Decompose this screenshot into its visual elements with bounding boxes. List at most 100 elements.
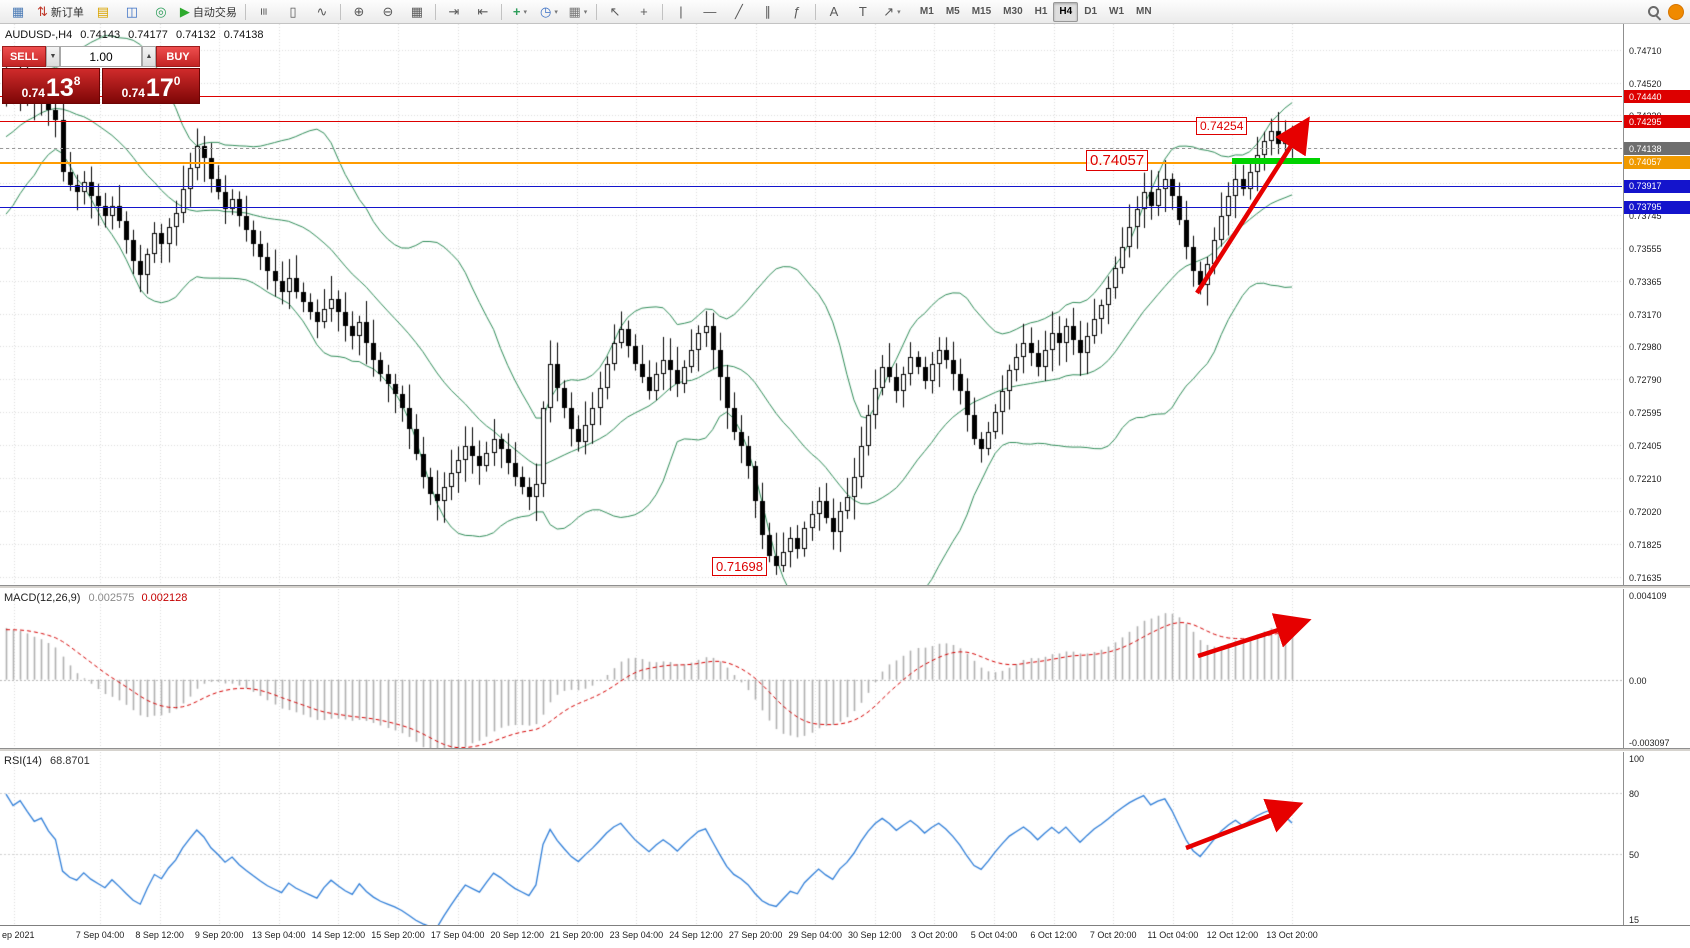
timeframe-d1[interactable]: D1 [1084, 6, 1098, 17]
support-highlight-line[interactable] [1232, 158, 1320, 164]
channel-icon-glyph: ∥ [764, 4, 772, 19]
buy-price-button[interactable]: 0.74 17 0 [102, 68, 200, 104]
time-axis-label: 13 Oct 20:00 [1266, 930, 1318, 940]
tile-windows-icon[interactable]: ▦ [403, 1, 431, 23]
timeframe-m1[interactable]: M1 [919, 6, 934, 17]
price-scale-label: 0.74710 [1629, 46, 1662, 57]
auto-scroll-icon[interactable]: ⇥ [440, 1, 468, 23]
rsi-indicator-label: RSI(14) 68.8701 [4, 755, 90, 767]
buy-button[interactable]: BUY [156, 46, 200, 67]
rsi-scale-label: 80 [1629, 788, 1640, 799]
vertical-line-icon[interactable]: | [667, 1, 695, 23]
timeframe-m5[interactable]: M5 [945, 6, 960, 17]
time-axis-label: 21 Sep 20:00 [550, 930, 604, 940]
horizontal-level-line-0.7444[interactable] [0, 96, 1622, 97]
main-chart-canvas[interactable] [0, 24, 1622, 585]
trendline-icon[interactable]: ╱ [725, 1, 753, 23]
high-value: 0.74177 [128, 29, 168, 41]
panel-splitter[interactable] [0, 585, 1690, 589]
price-annotation-71698[interactable]: 0.71698 [712, 557, 767, 576]
fibonacci-icon[interactable]: ƒ [783, 1, 811, 23]
timeframe-h1[interactable]: H1 [1034, 6, 1048, 17]
horizontal-line-icon[interactable]: — [696, 1, 724, 23]
shapes-icon[interactable]: ↗ ▾ [878, 1, 906, 23]
timeframe-m15[interactable]: M15 [971, 6, 992, 17]
time-axis-label: 7 Oct 20:00 [1089, 930, 1137, 940]
horizontal-level-line-0.73917[interactable] [0, 186, 1622, 187]
buy-price-big: 17 [145, 74, 174, 102]
horizontal-level-line-0.73795[interactable] [0, 207, 1622, 208]
candlestick-chart-icon[interactable]: ▯ [279, 1, 307, 23]
time-axis-label: 13 Sep 04:00 [252, 930, 306, 940]
sell-price-button[interactable]: 0.74 13 8 [2, 68, 100, 104]
chart-window-icon-glyph: ▦ [11, 4, 25, 19]
timeframe-m30[interactable]: M30 [1003, 6, 1023, 17]
macd-scale-label: -0.003097 [1629, 738, 1670, 748]
open-value: 0.74143 [80, 29, 121, 41]
price-badge-0.73795: 0.73795 [1624, 200, 1690, 214]
price-annotation-74057[interactable]: 0.74057 [1086, 150, 1149, 171]
volume-decrease-button[interactable]: ▼ [46, 46, 60, 67]
volume-input[interactable]: 1.00 [60, 46, 142, 67]
sell-price-prefix: 0.74 [21, 86, 45, 100]
navigator-icon[interactable]: ◎ [147, 1, 175, 23]
candlestick-chart-icon-glyph: ▯ [289, 4, 297, 19]
horizontal-level-line-0.74057[interactable] [0, 162, 1622, 164]
price-badge-0.74057: 0.74057 [1624, 155, 1690, 169]
bar-chart-icon[interactable]: ≡ [250, 1, 278, 23]
periods-icon[interactable]: ◷ ▾ [535, 1, 563, 23]
price-annotation-74254[interactable]: 0.74254 [1196, 117, 1248, 135]
timeframe-toolbar: M1 M5 M15 M30 H1 H4 D1 W1 MN [914, 1, 1158, 22]
text-icon[interactable]: A [820, 1, 848, 23]
price-scale-label: 0.73745 [1629, 211, 1662, 222]
navigator-icon-glyph: ◎ [155, 4, 167, 19]
price-scale-label: 0.72405 [1629, 441, 1662, 451]
time-axis-label: ep 2021 [2, 930, 35, 940]
market-watch-icon-glyph: ▤ [96, 4, 110, 19]
crosshair-icon[interactable]: + [630, 1, 658, 23]
periods-icon-glyph: ◷ [539, 4, 552, 19]
horizontal-level-line-0.74295[interactable] [0, 121, 1622, 122]
time-axis-label: 20 Sep 12:00 [490, 930, 544, 940]
timeframe-w1[interactable]: W1 [1109, 6, 1125, 17]
new-order-button-label: 新订单 [50, 6, 84, 19]
toolbar-separator [661, 3, 663, 20]
market-watch-icon[interactable]: ▤ [89, 1, 117, 23]
time-axis-label: 12 Oct 12:00 [1206, 930, 1259, 940]
price-scale-label: 0.71635 [1629, 572, 1662, 583]
data-window-icon[interactable]: ◫ [118, 1, 146, 23]
time-axis-label: 3 Oct 20:00 [911, 930, 958, 940]
templates-icon[interactable]: ▦ ▾ [564, 1, 592, 23]
toolbar-right [1646, 3, 1686, 21]
time-axis-label: 29 Sep 04:00 [788, 930, 842, 940]
new-order-button[interactable]: ⇅ 新订单 [33, 1, 88, 23]
sell-button[interactable]: SELL [2, 46, 46, 67]
sell-price-sup: 8 [73, 74, 81, 88]
timeframe-h4[interactable]: H4 [1053, 1, 1079, 22]
rsi-canvas[interactable] [0, 752, 1622, 925]
zoom-out-icon[interactable]: ⊖ [374, 1, 402, 23]
toolbar-separator [434, 3, 436, 20]
cursor-icon[interactable]: ↖ [601, 1, 629, 23]
text-label-icon[interactable]: T [849, 1, 877, 23]
sell-price-big: 13 [45, 74, 74, 102]
indicators-icon[interactable]: + ▾ [506, 1, 534, 23]
macd-canvas[interactable] [0, 589, 1622, 748]
chart-window-icon[interactable]: ▦ [4, 1, 32, 23]
volume-increase-button[interactable]: ▲ [142, 46, 156, 67]
panel-splitter[interactable] [0, 748, 1690, 752]
search-icon[interactable] [1646, 4, 1662, 21]
time-axis[interactable]: ep 2021 7 Sep 04:00 8 Sep 12:00 9 Sep 20:00… [0, 926, 1690, 948]
time-axis-label: 14 Sep 12:00 [311, 930, 366, 940]
channel-icon[interactable]: ∥ [754, 1, 782, 23]
price-scale-label: 0.72595 [1629, 408, 1662, 419]
price-scale-label: 0.72210 [1629, 474, 1662, 485]
timeframe-mn[interactable]: MN [1136, 6, 1152, 17]
autotrading-button[interactable]: ▶ 自动交易 [176, 1, 241, 23]
line-chart-icon[interactable]: ∿ [308, 1, 336, 23]
symbol-period-label: AUDUSD-,H4 [5, 29, 73, 41]
chart-shift-icon[interactable]: ⇤ [469, 1, 497, 23]
notification-icon[interactable] [1668, 3, 1684, 20]
zoom-in-icon[interactable]: ⊕ [345, 1, 373, 23]
price-scale[interactable]: 0.747100.745200.743300.737450.735550.733… [1623, 24, 1690, 925]
